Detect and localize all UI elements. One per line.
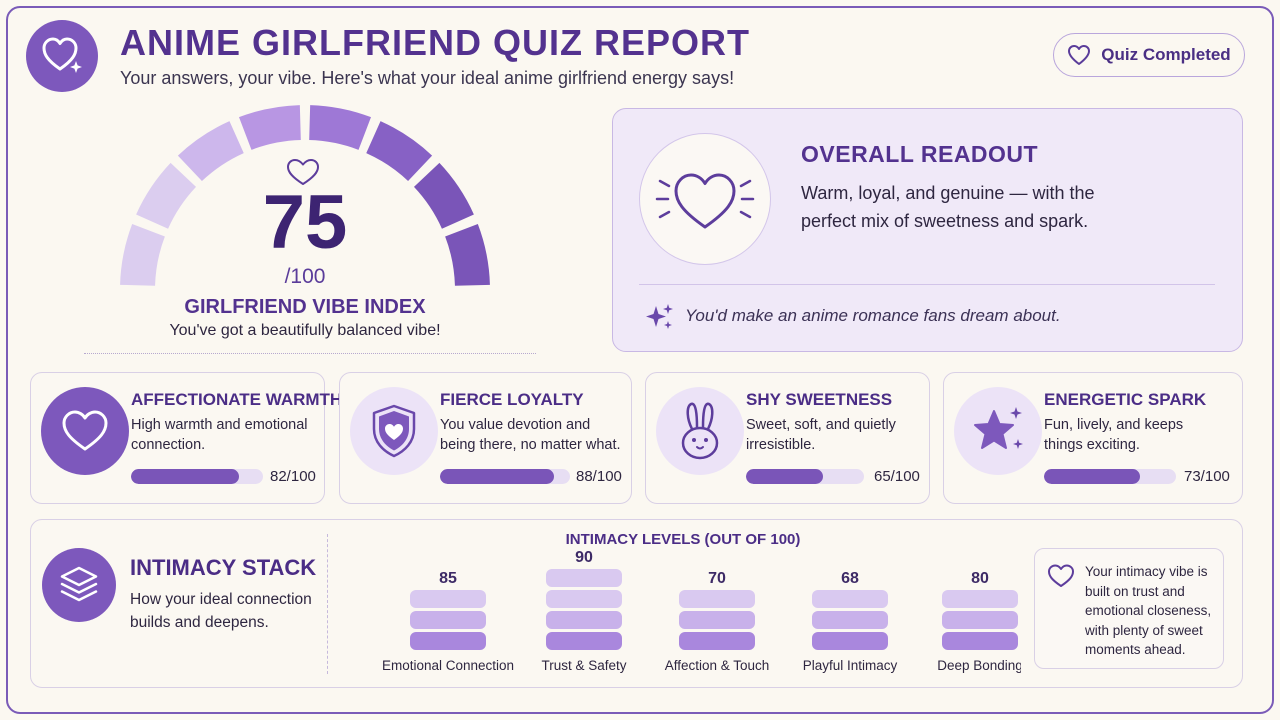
trait-progress-fill (746, 469, 823, 484)
readout-text: Warm, loyal, and genuine — with the perf… (801, 183, 1095, 231)
chart-bar-tile (546, 590, 622, 608)
trait-card-energetic-spark: ENERGETIC SPARK Fun, lively, and keeps t… (943, 372, 1243, 504)
gauge-segment (366, 121, 433, 182)
note-text: Your intimacy vibe is built on trust and… (1085, 564, 1212, 657)
chart-category-label: Playful Intimacy (803, 658, 898, 673)
chart-bar-tile (546, 632, 622, 650)
overall-readout-panel: OVERALL READOUT Warm, loyal, and genuine… (612, 108, 1243, 352)
chart-value-label: 70 (708, 570, 726, 587)
chart-value-label: 90 (575, 549, 593, 566)
chart-bar-tile (942, 611, 1018, 629)
vibe-score: 75 (262, 180, 348, 265)
page-subtitle: Your answers, your vibe. Here's what you… (120, 68, 735, 88)
trait-card-affectionate-warmth: AFFECTIONATE WARMTH High warmth and emot… (30, 372, 342, 504)
stack-title: INTIMACY STACK (130, 555, 317, 580)
trait-title: AFFECTIONATE WARMTH (131, 390, 343, 409)
chart-bar-tile (812, 590, 888, 608)
readout-title: OVERALL READOUT (801, 141, 1039, 167)
chart-value-label: 68 (841, 570, 859, 587)
chart-bar-tile (546, 611, 622, 629)
gauge-segment (445, 224, 490, 286)
trait-score: 73/100 (1184, 468, 1230, 485)
trait-progress-bar (746, 469, 864, 484)
trait-score: 65/100 (874, 468, 920, 485)
sparkle-icon (646, 304, 673, 329)
chart-bar-tile (812, 611, 888, 629)
chart-bar-tile (410, 611, 486, 629)
chart-category-label: Emotional Connection (382, 658, 514, 673)
chart-bar-tile (942, 632, 1018, 650)
trait-progress-fill (440, 469, 555, 484)
trait-title: FIERCE LOYALTY (440, 390, 584, 409)
chart-category-label: Deep Bonding (937, 658, 1021, 673)
readout-quote: You'd make an anime romance fans dream a… (685, 306, 1061, 325)
gauge-segment (309, 105, 371, 150)
report-frame (6, 6, 1274, 714)
chart-bar-tile (410, 632, 486, 650)
vibe-score-denominator: /100 (284, 265, 326, 288)
trait-progress-fill (131, 469, 240, 484)
trait-score: 82/100 (270, 468, 316, 485)
chart-bar-tile (410, 590, 486, 608)
trait-description: Sweet, soft, and quietly irresistible. (746, 417, 896, 453)
chart-category-label: Affection & Touch (665, 658, 770, 673)
trait-title: ENERGETIC SPARK (1044, 390, 1207, 409)
trait-progress-bar (131, 469, 263, 484)
chart-category-label: Trust & Safety (541, 658, 626, 673)
chart-bar-tile (679, 590, 755, 608)
gauge-sublabel: You've got a beautifully balanced vibe! (169, 322, 441, 339)
trait-description: Fun, lively, and keeps things exciting. (1044, 417, 1184, 453)
chart-bar-tile (546, 569, 622, 587)
gauge-segment (413, 162, 474, 229)
badge-label: Quiz Completed (1101, 45, 1231, 64)
trait-card-fierce-loyalty: FIERCE LOYALTY You value devotion and be… (339, 372, 632, 504)
layers-icon (42, 548, 116, 622)
trait-progress-bar (440, 469, 570, 484)
trait-title: SHY SWEETNESS (746, 390, 893, 409)
page-title: ANIME GIRLFRIEND QUIZ REPORT (120, 22, 750, 63)
intimacy-levels-chart: INTIMACY LEVELS (OUT OF 100) 85 Emotional … (382, 531, 1021, 673)
chart-bar-tile (812, 632, 888, 650)
trait-description: You value devotion and being there, no m… (440, 417, 621, 453)
chart-bar-tile (679, 632, 755, 650)
vibe-gauge (120, 105, 490, 286)
trait-card-shy-sweetness: SHY SWEETNESS Sweet, soft, and quietly i… (645, 372, 930, 504)
gauge-segment (177, 121, 244, 182)
intimacy-note: Your intimacy vibe is built on trust and… (1034, 548, 1224, 669)
trait-progress-bar (1044, 469, 1176, 484)
readout-heart-icon (639, 133, 771, 265)
heart-icon (1068, 45, 1091, 65)
divider (84, 353, 536, 354)
heart-icon (1048, 564, 1074, 587)
trait-progress-fill (1044, 469, 1141, 484)
gauge-label: GIRLFRIEND VIBE INDEX (184, 296, 426, 318)
chart-value-label: 80 (971, 570, 989, 587)
trait-score: 88/100 (576, 468, 622, 485)
heart-sparkle-icon (26, 20, 98, 92)
trait-description: High warmth and emotional connection. (131, 417, 308, 453)
divider (327, 534, 328, 674)
bunny-icon (656, 387, 744, 475)
chart-value-label: 85 (439, 570, 457, 587)
chart-title: INTIMACY LEVELS (OUT OF 100) (566, 531, 801, 548)
shield-heart-icon (350, 387, 438, 475)
heart-icon (41, 387, 129, 475)
star-sparkle-icon (954, 387, 1042, 475)
gauge-segment (239, 105, 301, 150)
stack-subtitle: How your ideal connection builds and dee… (130, 591, 312, 631)
chart-bar-tile (679, 611, 755, 629)
gauge-segment (136, 162, 197, 229)
readout-divider (639, 284, 1215, 285)
chart-bar-tile (942, 590, 1018, 608)
heart-icon (287, 159, 319, 185)
quiz-completed-badge[interactable]: Quiz Completed (1053, 33, 1245, 77)
gauge-segment (120, 224, 165, 286)
intimacy-stack-panel: INTIMACY STACK How your ideal connection… (30, 519, 1243, 688)
